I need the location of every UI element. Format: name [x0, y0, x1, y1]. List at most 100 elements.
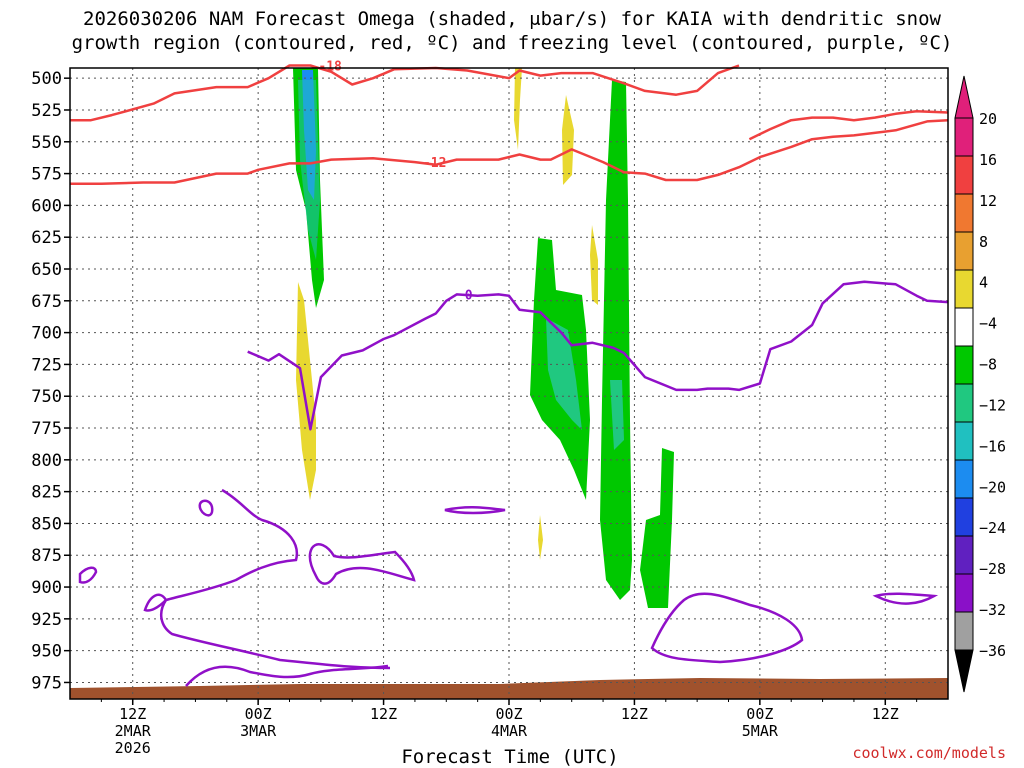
omega-area-teal-2: [546, 318, 582, 430]
y-tick-label: 775: [31, 419, 62, 439]
x-tick-label: 12Z: [119, 705, 146, 723]
y-tick-label: 975: [31, 673, 62, 693]
colorbar-label: 4: [979, 274, 988, 292]
omega-area-yellow-1: [296, 282, 316, 500]
contour-line: [70, 118, 949, 186]
colorbar-bin: [954, 345, 974, 385]
freezing-level-fragment-2: [444, 506, 506, 515]
omega-area-yellow-2: [514, 68, 522, 150]
y-tick-label: 700: [31, 324, 62, 344]
colorbar-label: 20: [979, 110, 997, 128]
y-tick-label: 600: [31, 196, 62, 216]
plot-border: [69, 67, 949, 700]
colorbar-label: 8: [979, 233, 988, 251]
grid-lines: [70, 68, 948, 699]
x-tick-label: 00Z: [495, 705, 522, 723]
x-tick-label: 12Z: [370, 705, 397, 723]
colorbar-top-arrow: [954, 75, 974, 119]
freezing-level-fragment-7: [650, 592, 804, 664]
y-tick-label: 575: [31, 165, 62, 185]
colorbar-bin: [954, 573, 974, 613]
colorbar-bin: [954, 117, 974, 157]
colorbar-bin: [954, 421, 974, 461]
y-tick-label: 650: [31, 260, 62, 280]
y-tick-label: 850: [31, 514, 62, 534]
x-tick-label: 00Z: [245, 705, 272, 723]
colorbar-label: −24: [979, 519, 1006, 537]
contour-label: -12: [423, 156, 446, 171]
contour-label: -18: [318, 59, 342, 74]
omega-shading: [293, 68, 674, 608]
y-tick-label: 675: [31, 292, 62, 312]
colorbar-bin: [954, 535, 974, 575]
omega-area-green-3: [600, 80, 632, 600]
y-tick-label: 625: [31, 228, 62, 248]
contour-line: [748, 110, 949, 141]
freezing-level-fragment-5: [159, 488, 391, 670]
y-tick-label: 925: [31, 610, 62, 630]
x-tick-label: 12Z: [621, 705, 648, 723]
freezing-level-fragment-1: [198, 499, 214, 517]
contour-lines: -18 -12 0: [70, 59, 949, 687]
omega-area-teal-3: [610, 380, 624, 450]
colorbar-bin: [954, 231, 974, 271]
omega-area-yellow-5: [538, 515, 543, 560]
colorbar-bin: [954, 459, 974, 499]
y-tick-label: 800: [31, 451, 62, 471]
omega-area-green-4: [640, 448, 674, 608]
colorbar-label: −12: [979, 396, 1006, 414]
colorbar-bin: [954, 611, 974, 651]
x-tick-label: 5MAR: [742, 722, 779, 740]
colorbar-bin: [954, 383, 974, 423]
y-tick-label: 900: [31, 578, 62, 598]
colorbar-bottom-arrow: [954, 649, 974, 693]
x-axis-title: Forecast Time (UTC): [401, 746, 618, 768]
x-tick-label: 12Z: [872, 705, 899, 723]
y-tick-label: 525: [31, 101, 62, 121]
x-tick-label: 2026: [115, 739, 151, 757]
colorbar-label: −20: [979, 478, 1006, 496]
x-tick-label: 00Z: [746, 705, 773, 723]
omega-area-teal-1: [298, 80, 320, 260]
contour-label: 0: [465, 288, 473, 303]
chart-title-line1: 2026030206 NAM Forecast Omega (shaded, μ…: [83, 8, 941, 30]
axes: 500 525 550 575 600 625 650 675 700 725 750 775 800 8…: [31, 69, 918, 757]
y-tick-label: 725: [31, 355, 62, 375]
y-tick-label: 750: [31, 387, 62, 407]
colorbar-label: −4: [979, 315, 997, 333]
y-tick-label: 950: [31, 642, 62, 662]
colorbar-label: −32: [979, 601, 1006, 619]
contour-line: [70, 64, 740, 122]
colorbar-label: −28: [979, 560, 1006, 578]
colorbar-bin: [954, 269, 974, 309]
x-tick-label: 3MAR: [240, 722, 277, 740]
colorbar-label: −8: [979, 356, 997, 374]
x-tick-label: 2MAR: [115, 722, 152, 740]
omega-colorbar: 20 16 12 8 4 −4 −8 −12 −16 −20 −24 −28 −32 −36: [954, 75, 1006, 693]
terrain-below-ground: [70, 678, 948, 699]
y-tick-label: 875: [31, 546, 62, 566]
y-tick-label: 500: [31, 69, 62, 89]
colorbar-label: −16: [979, 437, 1006, 455]
terrain-fill: [70, 678, 948, 699]
omega-area-yellow-3: [562, 95, 574, 185]
source-credit: coolwx.com/models: [852, 744, 1006, 762]
colorbar-label: 12: [979, 192, 997, 210]
chart-title-line2: growth region (contoured, red, ºC) and f…: [71, 32, 953, 54]
x-tick-label: 4MAR: [491, 722, 528, 740]
colorbar-bin: [954, 193, 974, 233]
omega-area-yellow-4: [590, 225, 598, 305]
y-tick-label: 825: [31, 483, 62, 503]
freezing-level-fragment-6: [308, 543, 416, 585]
freezing-level-fragment-8: [872, 592, 939, 605]
colorbar-bin: [954, 307, 974, 347]
contour-line: [247, 280, 949, 431]
freezing-level-fragment-9: [185, 664, 389, 687]
colorbar-label: −36: [979, 642, 1006, 660]
colorbar-bin: [954, 155, 974, 195]
colorbar-label: 16: [979, 151, 997, 169]
y-tick-label: 550: [31, 133, 62, 153]
plot-frame: [69, 67, 949, 700]
colorbar-bin: [954, 497, 974, 537]
